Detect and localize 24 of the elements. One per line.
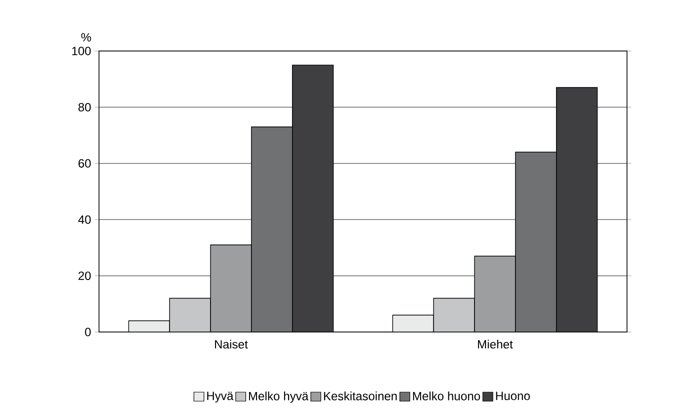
y-tick-label: 60 xyxy=(78,159,91,168)
y-tick-label: 0 xyxy=(85,328,91,336)
bar xyxy=(556,87,598,332)
legend-label: Keskitasoinen xyxy=(324,392,397,400)
legend-label: Melko hyvä xyxy=(249,392,308,403)
bar xyxy=(210,244,252,332)
bar xyxy=(128,320,170,332)
bar xyxy=(433,298,475,332)
bar xyxy=(169,298,211,332)
bar xyxy=(292,64,334,332)
legend-label: Melko huono xyxy=(413,392,480,400)
y-axis-title: % xyxy=(81,33,92,42)
y-tick-label: 80 xyxy=(78,102,91,112)
y-tick-label: 40 xyxy=(78,215,91,224)
x-tick-label: Naiset xyxy=(215,340,248,349)
bar xyxy=(515,152,557,332)
bar xyxy=(474,256,516,332)
legend-label: Huono xyxy=(496,392,530,400)
bar xyxy=(392,314,434,332)
legend-label: Hyvä xyxy=(207,392,234,402)
y-tick-label: 100 xyxy=(72,46,91,56)
bar xyxy=(251,126,293,332)
x-tick-label: Miehet xyxy=(478,340,513,349)
y-tick-label: 20 xyxy=(78,272,91,280)
